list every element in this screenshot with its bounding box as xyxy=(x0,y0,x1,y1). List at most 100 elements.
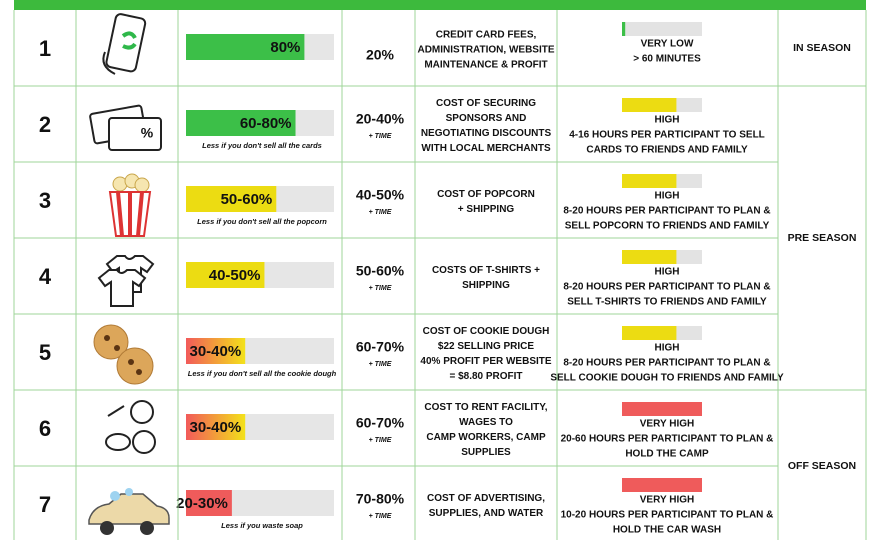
effort-level: VERY HIGH xyxy=(640,419,694,430)
bar-label: 20-30% xyxy=(176,495,228,512)
bar-label: 60-80% xyxy=(240,115,292,132)
description-line: SUPPLIES xyxy=(461,447,511,458)
row-number: 4 xyxy=(39,264,52,289)
cost-note: + TIME xyxy=(369,285,392,292)
bar-note: Less if you don't sell all the cookie do… xyxy=(188,369,337,378)
cost: 50-60% xyxy=(356,263,405,279)
cost-note: + TIME xyxy=(369,361,392,368)
season: IN SEASON xyxy=(793,42,851,54)
bar-fill xyxy=(186,186,277,212)
icon-tshirts xyxy=(97,255,155,307)
bar-label: 80% xyxy=(270,39,300,56)
bar-fill xyxy=(186,414,246,440)
effort-fill xyxy=(622,326,677,340)
description-line: COST OF ADVERTISING, xyxy=(427,493,545,504)
description-line: COSTS OF T-SHIRTS + xyxy=(432,265,540,276)
row-number: 1 xyxy=(39,36,51,61)
bar-label: 50-60% xyxy=(221,191,273,208)
effort-text: SELL T-SHIRTS TO FRIENDS AND FAMILY xyxy=(567,297,767,308)
cost: 70-80% xyxy=(356,491,405,507)
description-line: SUPPLIES, AND WATER xyxy=(429,508,544,519)
effort-fill xyxy=(622,98,677,112)
description-line: = $8.80 PROFIT xyxy=(449,371,522,382)
description-line: CAMP WORKERS, CAMP xyxy=(426,432,546,443)
bar-label: 40-50% xyxy=(209,267,261,284)
cost: 20% xyxy=(366,47,395,63)
row-number: 6 xyxy=(39,416,51,441)
bar-label: 30-40% xyxy=(189,419,241,436)
effort-text: 10-20 HOURS PER PARTICIPANT TO PLAN & xyxy=(561,510,774,521)
row-number: 2 xyxy=(39,112,51,137)
description-line: SPONSORS AND xyxy=(446,113,527,124)
cost-note: + TIME xyxy=(369,513,392,520)
effort-level: HIGH xyxy=(655,191,680,202)
description-line: 40% PROFIT PER WEBSITE xyxy=(420,356,551,367)
description-line: WITH LOCAL MERCHANTS xyxy=(421,143,551,154)
bar-fill xyxy=(186,338,246,364)
description-line: COST OF COOKIE DOUGH xyxy=(423,326,550,337)
description-line: MAINTENANCE & PROFIT xyxy=(424,60,547,71)
row-number: 7 xyxy=(39,492,51,517)
effort-level: VERY LOW xyxy=(641,39,694,50)
description-line: WAGES TO xyxy=(459,417,513,428)
cost-note: + TIME xyxy=(369,437,392,444)
effort-text: HOLD THE CAR WASH xyxy=(613,525,721,536)
effort-text: SELL POPCORN TO FRIENDS AND FAMILY xyxy=(565,221,770,232)
effort-text: 4-16 HOURS PER PARTICIPANT TO SELL xyxy=(569,130,765,141)
bar-label: 30-40% xyxy=(189,343,241,360)
icon-sports xyxy=(105,400,156,454)
description-line: COST TO RENT FACILITY, xyxy=(424,402,547,413)
bar-note: Less if you don't sell all the cards xyxy=(202,141,322,150)
cost: 60-70% xyxy=(356,339,405,355)
effort-fill xyxy=(622,402,702,416)
effort-fill xyxy=(622,22,626,36)
header-band xyxy=(14,0,866,10)
icon-cards: % xyxy=(89,104,162,151)
description-line: CREDIT CARD FEES, xyxy=(436,30,537,41)
cost-note: + TIME xyxy=(369,133,392,140)
effort-text: HOLD THE CAMP xyxy=(625,449,709,460)
effort-text: 8-20 HOURS PER PARTICIPANT TO PLAN & xyxy=(563,206,770,217)
effort-level: HIGH xyxy=(655,115,680,126)
effort-text: 8-20 HOURS PER PARTICIPANT TO PLAN & xyxy=(563,358,770,369)
row-number: 5 xyxy=(39,340,51,365)
effort-level: VERY HIGH xyxy=(640,495,694,506)
cost: 20-40% xyxy=(356,111,405,127)
row-number: 3 xyxy=(39,188,51,213)
icon-phone xyxy=(102,13,147,75)
effort-text: CARDS TO FRIENDS AND FAMILY xyxy=(586,145,748,156)
icon-popcorn xyxy=(108,173,152,237)
effort-text: 20-60 HOURS PER PARTICIPANT TO PLAN & xyxy=(561,434,774,445)
effort-level: HIGH xyxy=(655,267,680,278)
cost: 60-70% xyxy=(356,415,405,431)
icon-car xyxy=(88,488,170,535)
bar-note: Less if you don't sell all the popcorn xyxy=(197,217,327,226)
effort-fill xyxy=(622,250,677,264)
description-line: ADMINISTRATION, WEBSITE xyxy=(417,45,554,56)
season: OFF SEASON xyxy=(788,460,856,472)
bar-fill xyxy=(186,262,265,288)
effort-track xyxy=(622,22,702,36)
effort-text: > 60 MINUTES xyxy=(633,54,701,65)
effort-text: 8-20 HOURS PER PARTICIPANT TO PLAN & xyxy=(563,282,770,293)
cost: 40-50% xyxy=(356,187,405,203)
season: PRE SEASON xyxy=(788,232,857,244)
description-line: NEGOTIATING DISCOUNTS xyxy=(421,128,552,139)
description-line: + SHIPPING xyxy=(458,204,515,215)
cost-note: + TIME xyxy=(369,209,392,216)
description-line: COST OF SECURING xyxy=(436,98,536,109)
bar-fill xyxy=(186,110,296,136)
effort-text: SELL COOKIE DOUGH TO FRIENDS AND FAMILY xyxy=(550,373,784,384)
effort-fill xyxy=(622,174,677,188)
icon-cookies xyxy=(93,324,154,385)
description-line: $22 SELLING PRICE xyxy=(438,341,534,352)
effort-level: HIGH xyxy=(655,343,680,354)
description-line: SHIPPING xyxy=(462,280,510,291)
description-line: COST OF POPCORN xyxy=(437,189,535,200)
effort-fill xyxy=(622,478,702,492)
bar-note: Less if you waste soap xyxy=(221,521,303,530)
svg-text:%: % xyxy=(141,125,154,141)
bar-fill xyxy=(186,34,305,60)
bar-fill xyxy=(186,490,232,516)
